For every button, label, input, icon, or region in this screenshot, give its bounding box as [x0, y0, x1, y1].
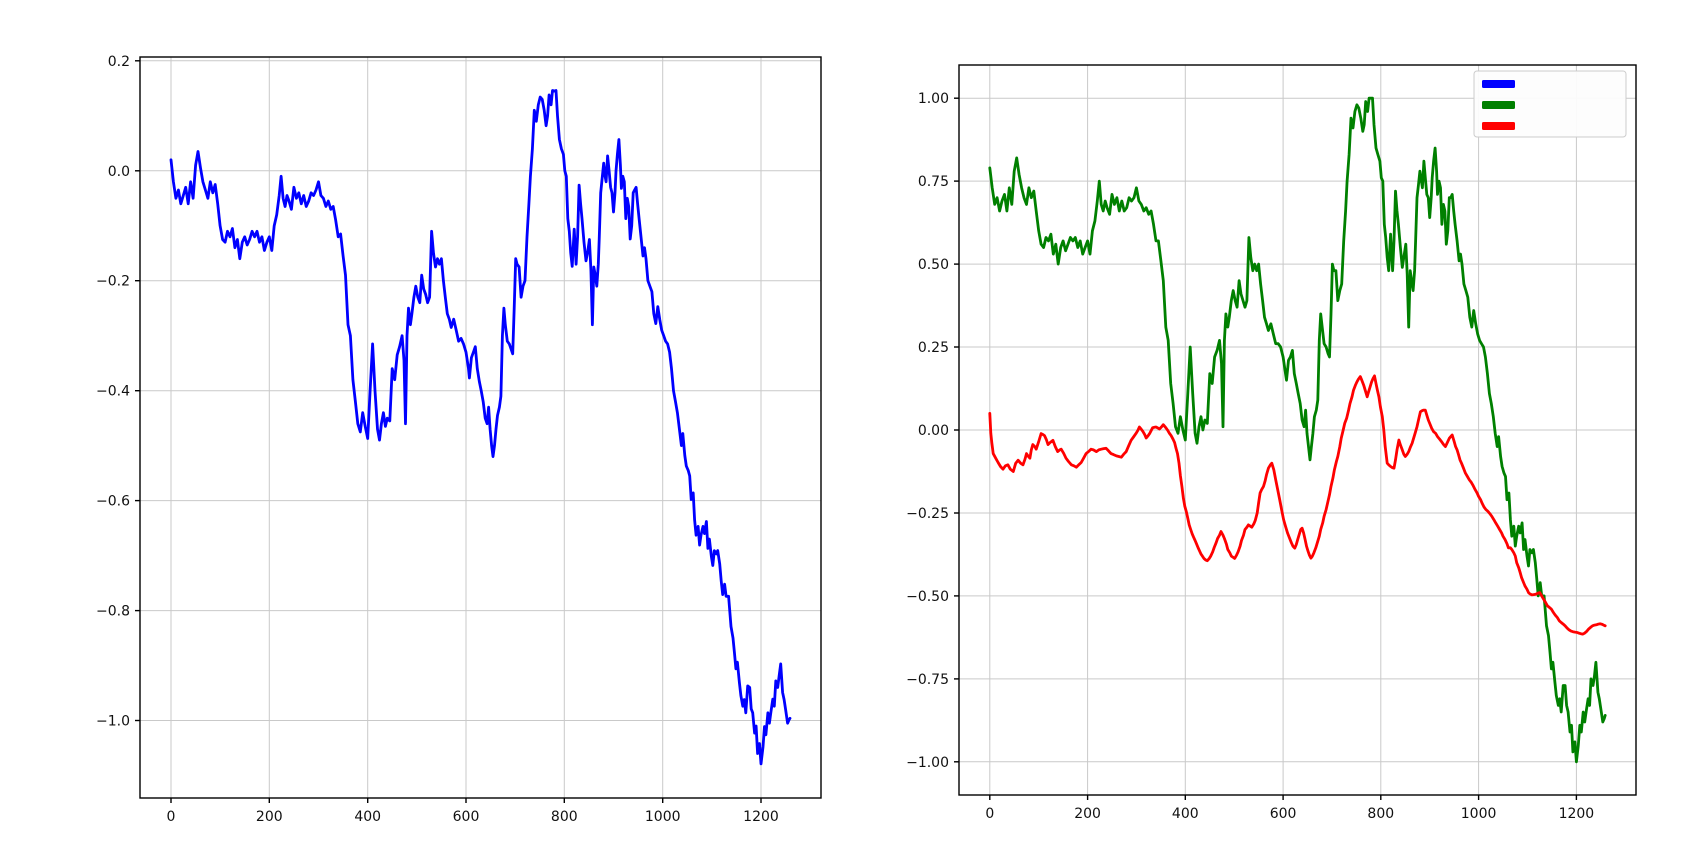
x-tick-label: 0	[167, 809, 176, 825]
y-tick-label: −0.2	[96, 274, 130, 290]
y-tick-label: 0.75	[918, 174, 949, 190]
y-tick-label: 0.0	[108, 164, 130, 180]
x-tick-label: 800	[551, 809, 578, 825]
left-plot: 0 200 400 600 800 1000 1200 0.2 0.0 −0.2 −0.4 −0.6 −…	[96, 54, 822, 825]
x-tick-label: 400	[1172, 806, 1199, 822]
legend-entry	[1482, 101, 1515, 109]
y-tick-label: 1.00	[918, 91, 949, 107]
green-series-line	[988, 96, 1607, 764]
red-series-line	[988, 374, 1607, 636]
legend-swatch-icon	[1482, 80, 1515, 88]
y-tick-label: −0.6	[96, 494, 130, 510]
x-tick-label: 200	[256, 809, 283, 825]
x-tick-label: 800	[1367, 806, 1394, 822]
y-tick-label: −0.25	[906, 506, 949, 522]
x-tick-label: 400	[354, 809, 381, 825]
x-tick-label: 200	[1074, 806, 1101, 822]
y-tick-label: −0.50	[906, 589, 949, 605]
x-tick-label: 0	[985, 806, 994, 822]
x-tick-label: 1000	[1461, 806, 1497, 822]
x-tick-label: 1000	[645, 809, 681, 825]
legend-entry	[1482, 122, 1515, 130]
y-tick-label: −0.75	[906, 672, 949, 688]
blue-series-line	[169, 89, 792, 766]
x-tick-label: 600	[453, 809, 480, 825]
legend-entry	[1482, 80, 1515, 88]
legend	[1473, 70, 1627, 138]
y-tick-label: −1.00	[906, 755, 949, 771]
y-tick-label: −0.8	[96, 604, 130, 620]
right-plot: 0 200 400 600 800 1000 1200 1.00 0.75 0.50 0.25 0.0…	[906, 64, 1637, 822]
legend-swatch-icon	[1482, 122, 1515, 130]
y-tick-label: −1.0	[96, 714, 130, 730]
y-tick-label: 0.50	[918, 257, 949, 273]
y-tick-label: 0.25	[918, 340, 949, 356]
legend-swatch-icon	[1482, 101, 1515, 109]
y-tick-label: 0.2	[108, 54, 130, 70]
y-tick-label: 0.00	[918, 423, 949, 439]
x-tick-label: 1200	[743, 809, 779, 825]
axes-spines	[139, 56, 822, 799]
x-tick-label: 600	[1270, 806, 1297, 822]
y-tick-label: −0.4	[96, 384, 130, 400]
x-tick-label: 1200	[1559, 806, 1595, 822]
